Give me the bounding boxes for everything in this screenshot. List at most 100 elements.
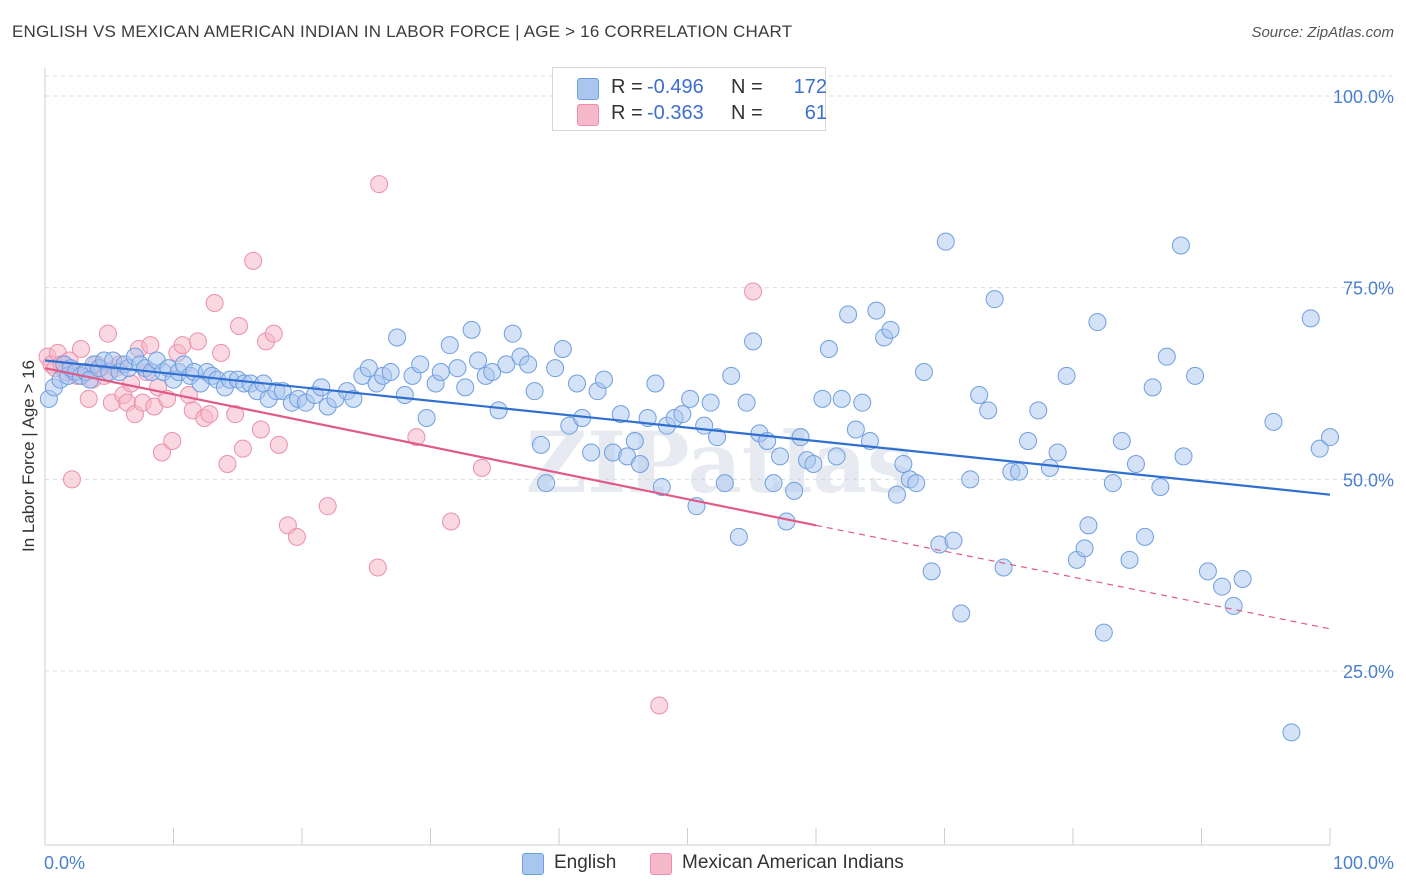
mexican-point — [173, 336, 192, 355]
mexican-point — [318, 497, 337, 516]
english-point — [887, 485, 906, 504]
mexican-point — [287, 527, 306, 546]
mexican-swatch — [577, 104, 599, 126]
english-point — [846, 420, 865, 439]
english-point — [411, 355, 430, 374]
english-point — [395, 386, 414, 404]
axes — [44, 68, 1331, 846]
chart-source: Source: ZipAtlas.com — [1251, 24, 1394, 41]
english-point — [708, 428, 727, 447]
english-point — [764, 474, 783, 493]
legend-r-value: -0.363 — [647, 102, 704, 124]
english-point — [381, 363, 400, 381]
english-point — [1282, 723, 1301, 742]
english-point — [1135, 527, 1154, 546]
english-point — [936, 232, 955, 251]
mexican-point — [233, 439, 252, 458]
english-point — [1186, 366, 1205, 385]
english-point — [1126, 455, 1145, 473]
english-point — [359, 359, 378, 378]
english-point — [1079, 516, 1098, 535]
x-tick-label-max: 100.0% — [1333, 853, 1394, 873]
mexican-point — [205, 294, 224, 312]
mexican-point — [218, 455, 237, 473]
english-point — [625, 432, 644, 450]
mexican-point — [472, 458, 491, 477]
english-point — [867, 301, 886, 320]
bottom-legend-label: English — [554, 852, 617, 873]
x-tick-label-min: 0.0% — [44, 853, 85, 873]
english-point — [827, 447, 846, 466]
mexican-point — [244, 251, 263, 270]
english-point — [1224, 596, 1243, 615]
english-point — [312, 378, 331, 397]
english-point — [1103, 474, 1122, 493]
english-point — [553, 340, 572, 358]
english-point — [952, 604, 971, 623]
english-point — [503, 324, 522, 343]
legend-r-value: -0.496 — [647, 76, 704, 98]
bottom-legend-label: Mexican American Indians — [682, 852, 904, 873]
english-point — [1301, 309, 1320, 328]
english-point — [832, 389, 851, 408]
english-point — [594, 370, 613, 389]
english-point — [344, 389, 363, 408]
english-point — [681, 389, 700, 408]
english-point — [456, 378, 475, 397]
legend-n-label: N = — [731, 76, 763, 98]
y-tick-labels: 25.0% 50.0% 75.0% 100.0% — [1333, 87, 1394, 682]
mexican-point — [98, 324, 117, 343]
english-point — [970, 386, 989, 404]
english-point — [1310, 439, 1329, 458]
mexican-point — [370, 175, 389, 194]
legend-n-label: N = — [731, 102, 763, 124]
english-point — [567, 374, 586, 393]
english-point — [1174, 447, 1193, 466]
english-point — [1088, 313, 1107, 332]
english-point — [894, 455, 913, 473]
english-point — [979, 401, 998, 420]
english-point — [994, 558, 1013, 577]
english-point — [388, 328, 407, 347]
english-trend-line — [44, 359, 1331, 496]
mexican-trend-line — [44, 367, 817, 527]
english-point — [673, 405, 692, 424]
english-point — [785, 481, 804, 500]
english-point — [737, 393, 756, 412]
english-point — [914, 363, 933, 381]
english-point — [853, 393, 872, 412]
english-point — [1171, 236, 1190, 255]
english-point — [961, 470, 980, 489]
mexican-point — [212, 343, 231, 362]
english-point — [611, 405, 630, 424]
mexican-point — [226, 405, 245, 424]
english-point — [417, 409, 436, 427]
english-point — [1075, 539, 1094, 558]
english-point — [489, 401, 508, 420]
english-point — [907, 474, 926, 493]
english-point — [1010, 462, 1029, 481]
english-point — [525, 382, 544, 401]
y-tick-label: 75.0% — [1343, 279, 1394, 299]
y-axis-title: In Labor Force | Age > 16 — [19, 360, 38, 552]
english-point — [819, 340, 838, 358]
trend-lines — [44, 359, 1331, 630]
english-point — [922, 562, 941, 581]
legend-n-value: 61 — [804, 102, 827, 124]
english-point — [839, 305, 858, 324]
legend: R = -0.496 N = 172 R = -0.363 N = 61 — [552, 67, 827, 131]
mexican-point — [62, 470, 81, 489]
mexican-point — [230, 317, 249, 335]
mexican-point — [79, 389, 98, 408]
english-swatch — [577, 78, 599, 100]
english-point — [1094, 623, 1113, 642]
english-point — [582, 443, 601, 462]
mexican-point — [744, 282, 763, 301]
mexican-point — [200, 405, 219, 424]
english-point — [701, 393, 720, 412]
mexican-point — [650, 696, 669, 715]
english-point — [652, 478, 671, 496]
english-point — [1213, 577, 1232, 596]
mexican-point — [141, 336, 160, 355]
legend-r-label: R = — [611, 76, 643, 98]
